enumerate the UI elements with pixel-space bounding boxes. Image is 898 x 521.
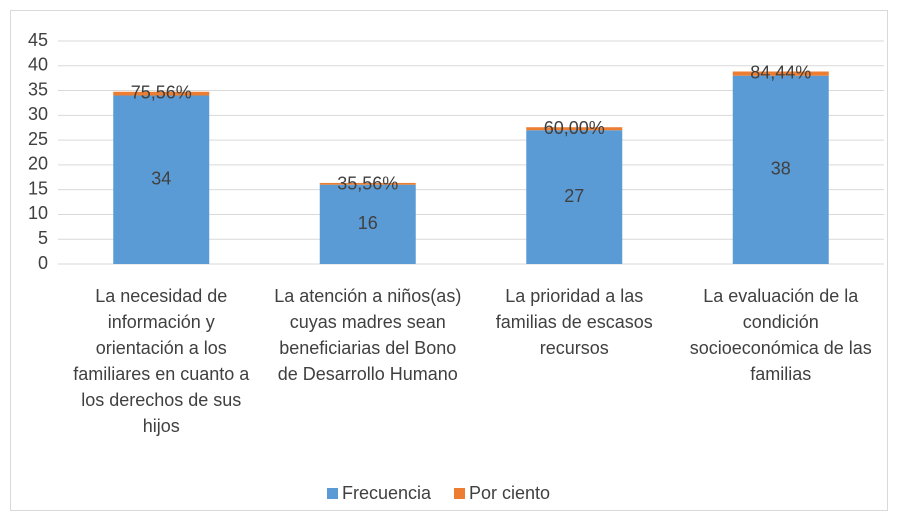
x-tick-label: La atención a niños(as) cuyas madres sea… bbox=[274, 286, 462, 384]
y-tick-label: 5 bbox=[38, 228, 48, 248]
bar-segment bbox=[732, 71, 829, 76]
x-tick-label: La prioridad a las familias de escasos r… bbox=[495, 286, 653, 358]
y-tick-label: 35 bbox=[28, 79, 48, 99]
x-tick-label: La necesidad de información y orientació… bbox=[73, 286, 250, 436]
legend-swatch bbox=[327, 488, 338, 499]
bar-segment bbox=[732, 75, 829, 264]
data-label: 35,56% bbox=[337, 174, 398, 194]
y-tick-label: 40 bbox=[28, 55, 48, 75]
legend-label: Frecuencia bbox=[342, 483, 432, 503]
bar-segment bbox=[319, 184, 416, 264]
data-label: 27 bbox=[564, 186, 584, 206]
data-label: 34 bbox=[151, 169, 171, 189]
data-label: 16 bbox=[358, 213, 378, 233]
y-tick-label: 0 bbox=[38, 253, 48, 273]
data-label: 75,56% bbox=[131, 83, 192, 103]
y-tick-label: 20 bbox=[28, 154, 48, 174]
bar-segment bbox=[526, 130, 623, 264]
y-tick-label: 45 bbox=[28, 30, 48, 50]
legend-label: Por ciento bbox=[469, 483, 550, 503]
legend-swatch bbox=[454, 488, 465, 499]
y-tick-label: 15 bbox=[28, 178, 48, 198]
x-tick-label: La evaluación de la condición socioeconó… bbox=[689, 286, 872, 384]
data-label: 38 bbox=[771, 159, 791, 179]
bar-segment bbox=[526, 127, 623, 131]
y-tick-label: 30 bbox=[28, 104, 48, 124]
y-tick-label: 10 bbox=[28, 203, 48, 223]
bar-segment bbox=[113, 91, 210, 96]
y-tick-label: 25 bbox=[28, 129, 48, 149]
data-label: 84,44% bbox=[750, 62, 811, 82]
data-label: 60,00% bbox=[544, 118, 605, 138]
bar-segment bbox=[319, 182, 416, 185]
bar-segment bbox=[113, 95, 210, 264]
